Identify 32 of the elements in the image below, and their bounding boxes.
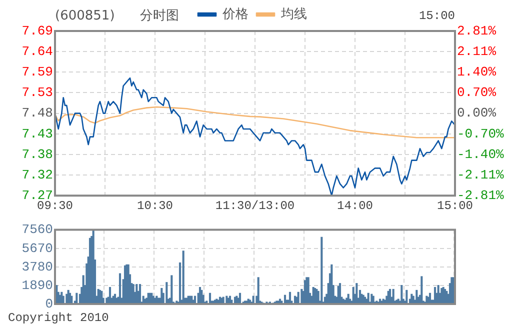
legend-label: 均线 [280,6,307,22]
x-tick-label: 15:00 [436,198,474,213]
y-tick-label: 0 [45,296,53,312]
y2-tick-label: -2.11% [457,167,504,182]
y-tick-label: 1890 [22,278,53,293]
y-tick-label: 3780 [22,259,53,274]
y2-tick-label: 0.00% [457,106,496,121]
text: Copyright 2010 [8,311,109,326]
y2-tick-label: 0.70% [457,85,496,100]
chart-title: (600851) [55,8,115,24]
y2-tick-label: 2.81% [457,23,496,38]
y-tick-label: 7.59 [22,64,53,80]
y2-tick-label: -0.70% [457,126,504,142]
text: 15:00 [418,9,455,24]
y-tick-label: 7.69 [22,23,53,38]
y2-tick-label: 1.40% [457,64,496,80]
y-tick-label: 7.53 [22,85,53,100]
x-tick-label: 14:00 [336,198,374,213]
x-tick-label: 10:30 [136,198,174,213]
chart-subtitle: 分时图 [140,8,179,24]
y-tick-label: 7.48 [22,106,53,121]
y2-tick-label: -1.40% [457,146,504,162]
y-tick-label: 7.32 [22,167,53,182]
x-tick-label: 09:30 [36,198,74,213]
x-tick-label: 11:30/13:00 [215,198,295,213]
y-tick-label: 5670 [22,240,53,256]
y-tick-label: 7.38 [22,146,53,162]
y-tick-label: 7.64 [22,44,54,60]
y2-tick-label: 2.11% [457,44,496,60]
legend-label: 价格 [222,6,248,22]
y-tick-label: 7.43 [22,126,53,142]
y-tick-label: 7560 [22,222,53,238]
